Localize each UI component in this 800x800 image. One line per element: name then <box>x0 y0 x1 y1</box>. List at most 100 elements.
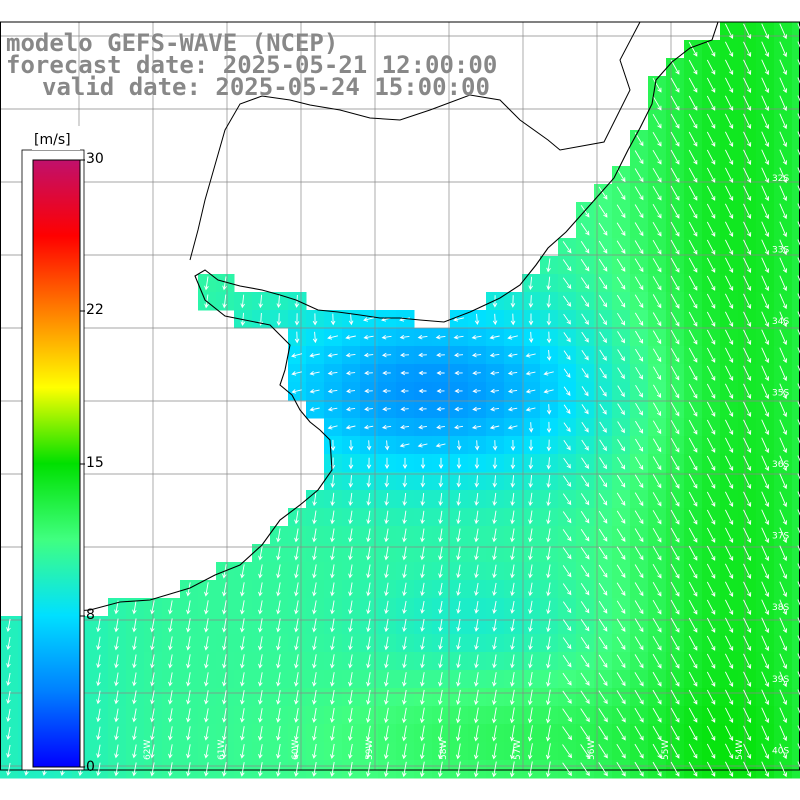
wind-arrow <box>563 350 571 361</box>
wind-arrow <box>706 293 716 309</box>
wind-cell <box>792 436 800 455</box>
colorbar-tick-8: 8 <box>86 607 95 623</box>
wind-arrow <box>779 617 788 634</box>
wind-arrow <box>545 707 551 724</box>
wind-arrow <box>420 564 425 579</box>
wind-arrow <box>761 455 770 472</box>
wind-arrow <box>797 311 800 318</box>
wind-arrow <box>761 149 770 166</box>
wind-arrow <box>670 707 680 723</box>
colorbar-gradient <box>32 159 81 768</box>
wind-arrow <box>616 636 626 650</box>
wind-arrow <box>779 113 788 130</box>
wind-arrow <box>779 167 788 184</box>
wind-arrow <box>258 582 263 597</box>
wind-arrow <box>761 59 770 76</box>
wind-arrow <box>797 383 800 390</box>
wind-arrow <box>779 761 788 778</box>
wind-arrow <box>706 509 716 525</box>
wind-arrow <box>743 635 752 652</box>
wind-arrow <box>402 528 407 543</box>
wind-arrow <box>527 689 533 706</box>
lon-label: 55W <box>661 740 671 760</box>
wind-arrow <box>312 762 317 777</box>
lon-label: 57W <box>513 740 523 760</box>
wind-arrow <box>435 443 446 448</box>
wind-arrow <box>420 492 425 506</box>
wind-arrow <box>456 510 461 525</box>
wind-arrow <box>330 690 335 705</box>
wind-arrow <box>330 546 335 561</box>
wind-arrow <box>580 583 590 596</box>
wind-arrow <box>617 349 625 362</box>
wind-arrow <box>652 185 662 201</box>
wind-arrow <box>688 221 698 237</box>
wind-arrow <box>454 388 463 394</box>
wind-arrow <box>724 455 734 472</box>
wind-arrow <box>276 744 281 759</box>
wind-arrow <box>688 491 698 507</box>
wind-arrow <box>456 619 461 632</box>
wind-arrow <box>546 564 551 579</box>
wind-arrow <box>761 113 770 130</box>
wind-arrow <box>652 239 662 255</box>
wind-arrow <box>580 726 590 741</box>
wind-arrow <box>652 689 662 705</box>
wind-arrow <box>546 618 551 633</box>
wind-arrow <box>743 347 752 364</box>
wind-arrow <box>474 619 479 632</box>
wind-arrow <box>312 582 317 597</box>
wind-arrow <box>706 689 716 705</box>
wind-arrow <box>384 457 390 470</box>
wind-arrow <box>761 527 770 544</box>
wind-arrow <box>670 437 680 453</box>
wind-arrow <box>455 707 461 724</box>
wind-arrow <box>724 743 734 760</box>
wind-arrow <box>562 277 572 290</box>
wind-cell <box>792 580 800 599</box>
wind-arrow <box>276 762 281 777</box>
wind-arrow <box>670 366 680 381</box>
wind-arrow <box>688 689 698 705</box>
wind-arrow <box>186 654 191 669</box>
wind-arrow <box>330 313 336 326</box>
wind-arrow <box>291 371 302 376</box>
wind-arrow <box>652 149 662 165</box>
wind-arrow <box>616 510 626 524</box>
wind-arrow <box>546 582 551 597</box>
wind-arrow <box>492 440 498 451</box>
wind-arrow <box>670 167 680 183</box>
wind-arrow <box>688 275 698 291</box>
wind-cell <box>792 526 800 545</box>
wind-arrow <box>688 95 698 111</box>
wind-arrow <box>563 457 571 469</box>
wind-cell <box>792 148 800 167</box>
wind-arrow <box>438 492 443 506</box>
wind-arrow <box>706 131 716 147</box>
wind-cell <box>792 238 800 257</box>
wind-arrow <box>186 744 191 759</box>
wind-arrow <box>510 313 516 326</box>
wind-arrow <box>652 761 662 777</box>
wind-arrow <box>634 528 644 543</box>
wind-arrow <box>706 725 716 741</box>
wind-arrow <box>294 510 299 525</box>
wind-arrow <box>6 762 11 777</box>
wind-arrow <box>546 421 552 434</box>
wind-arrow <box>779 437 788 454</box>
wind-arrow <box>401 707 407 724</box>
wind-arrow <box>345 406 356 412</box>
wind-arrow <box>562 529 572 542</box>
wind-arrow <box>222 726 227 741</box>
wind-arrow <box>670 509 680 525</box>
wind-arrow <box>652 527 662 543</box>
wind-arrow <box>114 672 119 687</box>
wind-cell <box>792 202 800 221</box>
wind-arrow <box>240 690 245 705</box>
wind-cell <box>792 418 800 437</box>
wind-arrow <box>724 563 734 580</box>
wind-arrow <box>743 365 752 382</box>
wind-arrow <box>419 707 425 724</box>
wind-arrow <box>456 564 461 579</box>
wind-arrow <box>562 493 572 506</box>
